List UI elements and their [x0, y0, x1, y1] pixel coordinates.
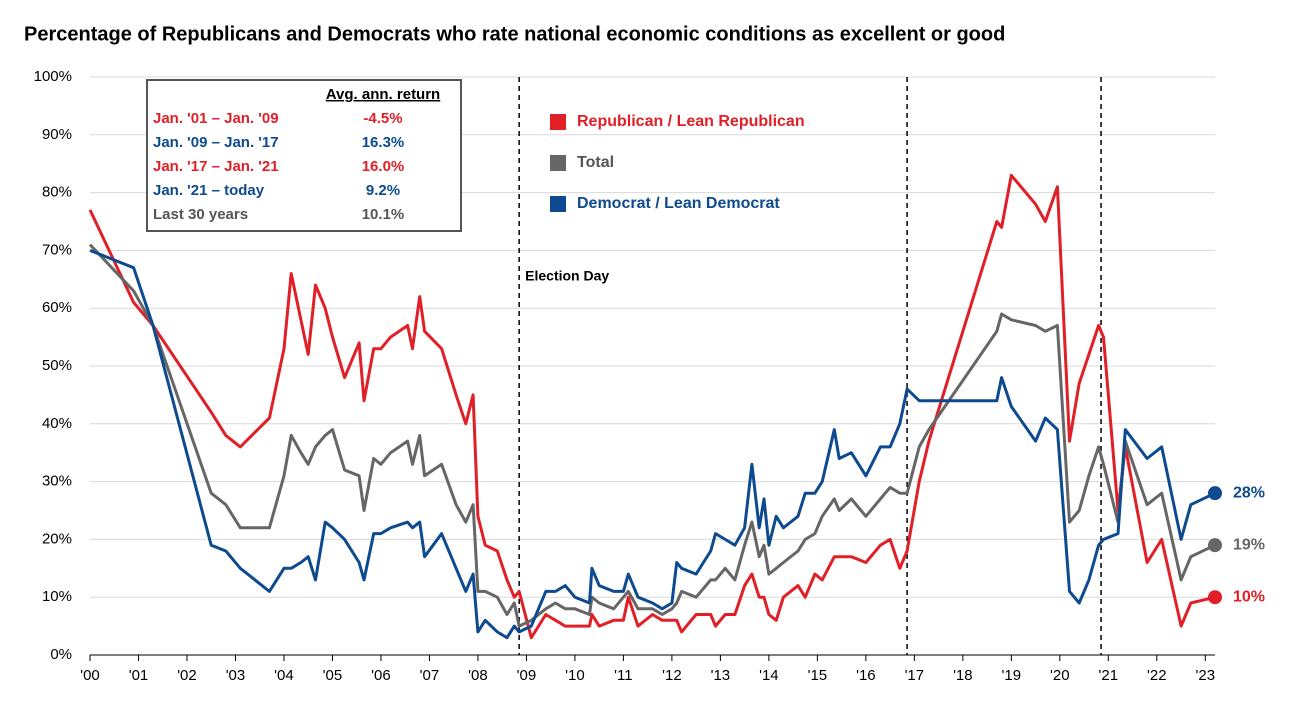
x-tick-label: '14 [759, 667, 779, 684]
y-tick-label: 90% [42, 126, 72, 143]
x-tick-label: '07 [420, 667, 440, 684]
legend-label: Republican / Lean Republican [577, 113, 805, 130]
box-value: 9.2% [366, 182, 400, 199]
x-tick-label: '04 [274, 667, 294, 684]
x-tick-label: '17 [905, 667, 925, 684]
box-value: 10.1% [362, 206, 405, 223]
grid [89, 76, 1215, 661]
legend-swatch [550, 114, 566, 130]
end-marker [1208, 486, 1222, 501]
box-value: 16.0% [362, 158, 405, 175]
x-tick-label: '21 [1099, 667, 1119, 684]
series-line [88, 243, 1216, 628]
y-tick-label: 10% [42, 588, 72, 605]
box-period: Jan. '09 – Jan. '17 [153, 134, 279, 151]
legend-swatch [550, 196, 566, 212]
x-tick-label: '15 [808, 667, 828, 684]
end-marker [1208, 590, 1222, 605]
box-header: Avg. ann. return [326, 86, 440, 103]
box-period: Jan. '21 – today [153, 182, 265, 199]
y-tick-label: 50% [42, 357, 72, 374]
x-tick-label: '01 [129, 667, 149, 684]
y-tick-label: 20% [42, 530, 72, 547]
box-period: Last 30 years [153, 206, 248, 223]
x-tick-label: '18 [953, 667, 973, 684]
x-tick-label: '09 [517, 667, 537, 684]
x-tick-label: '23 [1196, 667, 1216, 684]
end-label: 28% [1233, 484, 1265, 501]
x-tick-label: '05 [323, 667, 343, 684]
y-tick-label: 80% [42, 184, 72, 201]
x-tick-label: '02 [177, 667, 197, 684]
x-tick-label: '22 [1147, 667, 1167, 684]
plot [88, 173, 1222, 640]
legend-label: Democrat / Lean Democrat [577, 195, 780, 212]
x-tick-label: '03 [226, 667, 246, 684]
box-value: 16.3% [362, 134, 405, 151]
end-marker [1208, 538, 1222, 553]
y-tick-label: 30% [42, 473, 72, 490]
x-tick-label: '13 [711, 667, 731, 684]
y-tick-label: 40% [42, 415, 72, 432]
box-period: Jan. '17 – Jan. '21 [153, 158, 279, 175]
y-tick-label: 0% [50, 646, 72, 663]
series-line [89, 249, 1216, 640]
series-line [88, 173, 1216, 640]
x-tick-label: '19 [1002, 667, 1022, 684]
end-label: 19% [1233, 536, 1265, 553]
x-tick-label: '06 [371, 667, 391, 684]
legend-swatch [550, 155, 566, 171]
y-tick-label: 70% [42, 241, 72, 258]
legend-label: Total [577, 154, 614, 171]
x-tick-label: '08 [468, 667, 488, 684]
x-tick-label: '20 [1050, 667, 1070, 684]
annotation: Election Day [525, 268, 609, 284]
x-tick-label: '10 [565, 667, 585, 684]
y-tick-label: 100% [34, 68, 72, 85]
x-tick-label: '16 [856, 667, 876, 684]
x-tick-label: '11 [614, 667, 632, 684]
box-period: Jan. '01 – Jan. '09 [153, 110, 279, 127]
end-label: 10% [1233, 588, 1265, 605]
x-tick-label: '12 [662, 667, 682, 684]
returns-box [146, 79, 462, 232]
chart-title: Percentage of Republicans and Democrats … [24, 23, 1005, 45]
y-tick-label: 60% [42, 299, 72, 316]
x-tick-label: '00 [80, 667, 100, 684]
box-value: -4.5% [363, 110, 402, 127]
